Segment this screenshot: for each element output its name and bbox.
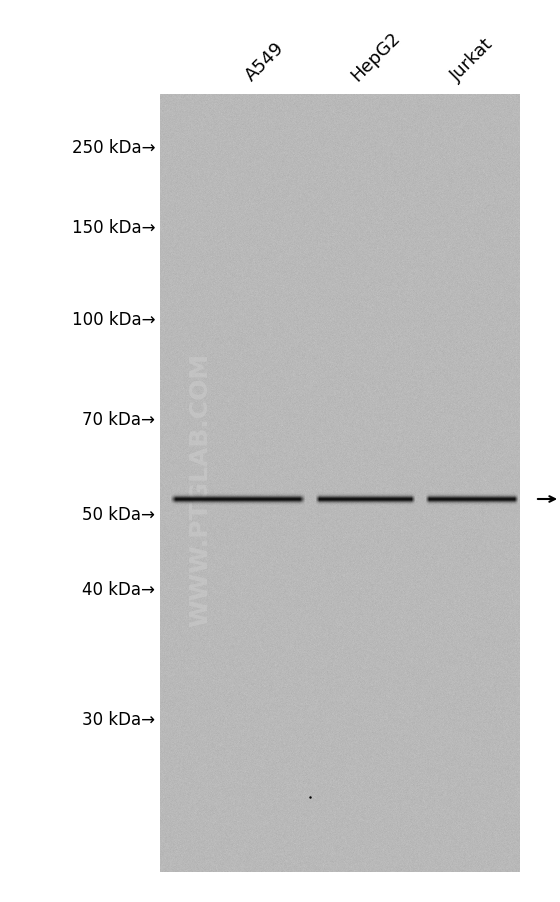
Text: 30 kDa→: 30 kDa→ bbox=[82, 710, 155, 728]
Text: HepG2: HepG2 bbox=[347, 29, 404, 85]
Text: Jurkat: Jurkat bbox=[447, 35, 497, 85]
Text: A549: A549 bbox=[242, 39, 288, 85]
Text: 250 kDa→: 250 kDa→ bbox=[72, 139, 155, 157]
Text: 70 kDa→: 70 kDa→ bbox=[82, 410, 155, 428]
Text: WWW.PTGLAB.COM: WWW.PTGLAB.COM bbox=[188, 353, 212, 626]
Text: 50 kDa→: 50 kDa→ bbox=[82, 505, 155, 523]
Text: 40 kDa→: 40 kDa→ bbox=[82, 580, 155, 598]
Text: 150 kDa→: 150 kDa→ bbox=[72, 219, 155, 236]
Text: 100 kDa→: 100 kDa→ bbox=[72, 310, 155, 328]
